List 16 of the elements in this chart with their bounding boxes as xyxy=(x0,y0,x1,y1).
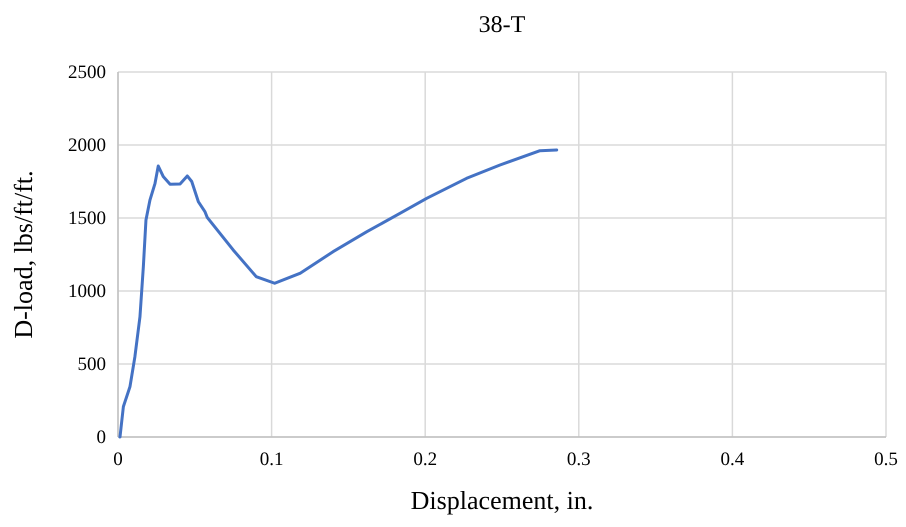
x-tick-label: 0 xyxy=(113,449,123,470)
y-tick-label: 500 xyxy=(78,354,106,375)
y-axis-title: D-load, lbs/ft/ft. xyxy=(9,170,38,339)
y-tick-label: 2000 xyxy=(68,135,106,156)
x-tick-label: 0.3 xyxy=(566,449,591,470)
x-tick-label: 0.4 xyxy=(720,449,745,470)
y-tick-label: 2500 xyxy=(68,62,106,83)
chart-title: 38-T xyxy=(478,12,526,38)
x-tick-label: 0.2 xyxy=(413,449,438,470)
x-axis-title: Displacement, in. xyxy=(410,486,594,515)
y-tick-label: 0 xyxy=(96,427,106,448)
x-tick-label: 0.1 xyxy=(260,449,284,470)
line-series xyxy=(118,148,558,438)
x-tick-label: 0.5 xyxy=(874,449,898,470)
y-tick-label: 1000 xyxy=(68,281,106,302)
y-tick-label: 1500 xyxy=(68,208,106,229)
